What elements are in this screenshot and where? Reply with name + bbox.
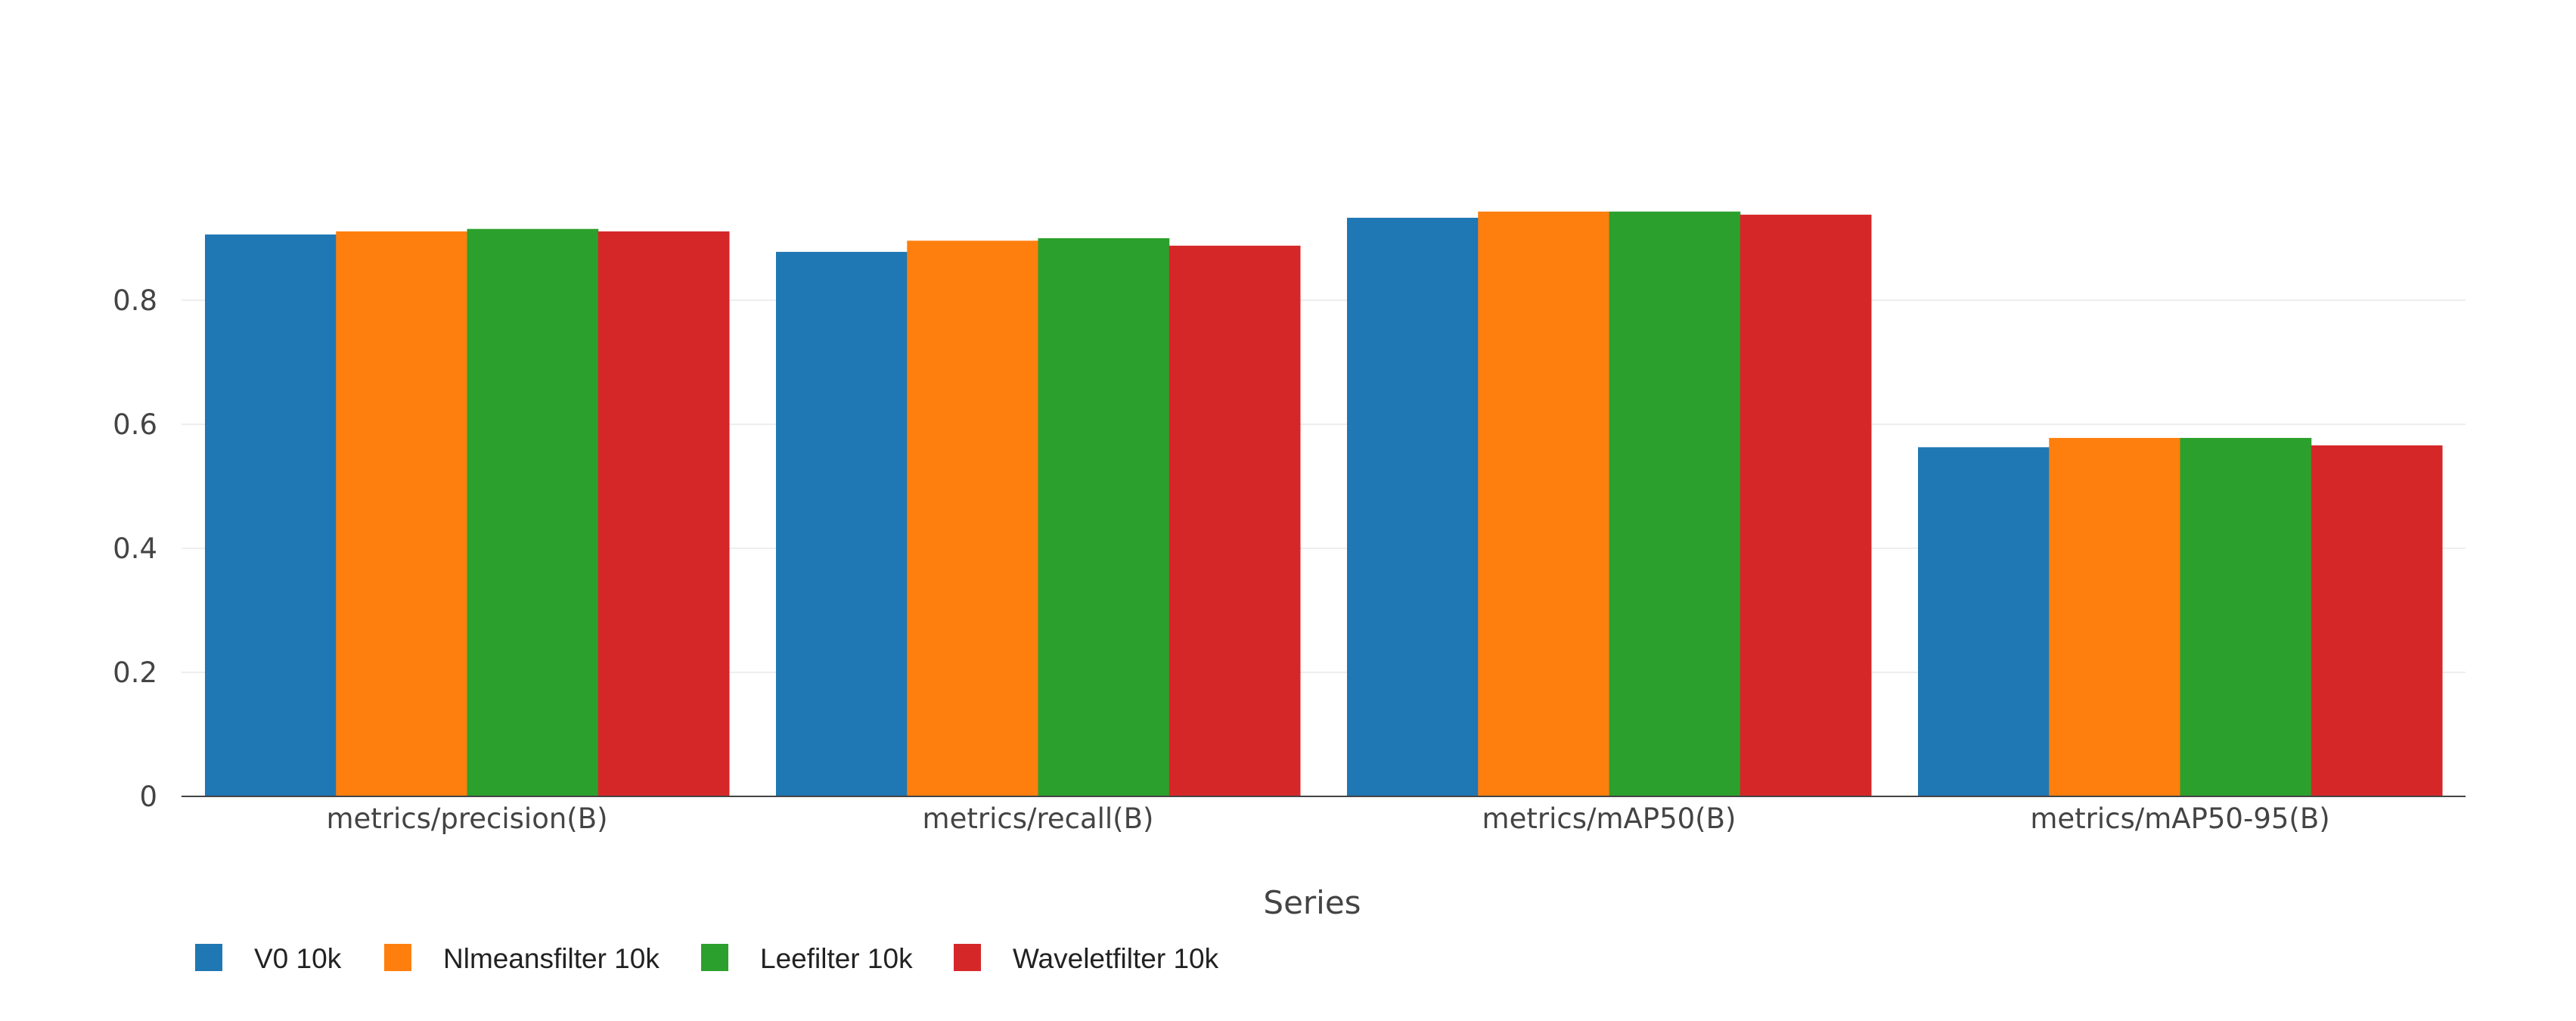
legend-label: Waveletfilter 10k	[1013, 943, 1219, 974]
bar	[2180, 438, 2312, 796]
x-tick-label: metrics/precision(B)	[326, 802, 607, 835]
legend-title: Series	[1263, 884, 1361, 921]
x-tick-label: metrics/mAP50-95(B)	[2030, 802, 2329, 835]
x-tick-label: metrics/recall(B)	[923, 802, 1154, 835]
legend-label: V0 10k	[254, 943, 342, 974]
bar	[2311, 445, 2443, 796]
y-tick-label: 0.4	[113, 532, 157, 565]
bar	[597, 231, 730, 797]
bar	[2049, 438, 2180, 796]
legend-swatch	[195, 944, 222, 971]
bar	[907, 241, 1038, 796]
y-tick-label: 0.2	[113, 656, 157, 689]
x-tick-labels: metrics/precision(B) metrics/recall(B) met…	[326, 802, 2329, 835]
bar	[1347, 217, 1479, 796]
bar	[1609, 211, 1741, 796]
bar	[205, 234, 337, 797]
legend-swatch	[384, 944, 411, 971]
bar	[1478, 211, 1609, 796]
y-tick-label: 0	[139, 780, 157, 813]
y-tick-label: 0.6	[113, 408, 157, 441]
x-tick-label: metrics/mAP50(B)	[1482, 802, 1736, 835]
legend-label: Leefilter 10k	[760, 943, 913, 974]
legend-label: Nlmeansfilter 10k	[443, 943, 660, 974]
legend-swatch	[701, 944, 728, 971]
bar	[1038, 238, 1170, 796]
y-tick-label: 0.8	[113, 284, 157, 317]
legend-swatch	[954, 944, 981, 971]
legend: V0 10k Nlmeansfilter 10k Leefilter 10k Wave…	[195, 943, 1219, 974]
bar	[776, 252, 908, 796]
y-tick-labels: 0 0.2 0.4 0.6 0.8	[113, 284, 157, 813]
bar	[1740, 214, 1872, 797]
bar	[467, 228, 599, 796]
bar	[336, 231, 467, 797]
bars	[205, 211, 2443, 797]
bar	[1169, 245, 1301, 797]
bar	[1918, 447, 2050, 796]
